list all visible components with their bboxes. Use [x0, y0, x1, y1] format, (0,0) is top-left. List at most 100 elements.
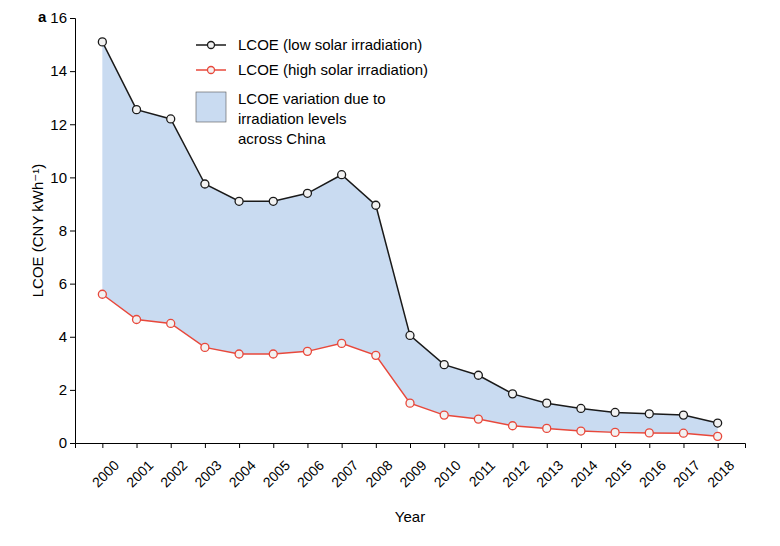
- series-marker: [235, 350, 243, 358]
- series-marker: [474, 371, 482, 379]
- x-tick-mark: [444, 443, 445, 448]
- series-marker: [372, 351, 380, 359]
- series-line: [102, 42, 717, 423]
- x-tick-label: 2008: [362, 457, 395, 490]
- x-tick-mark: [307, 443, 308, 448]
- series-marker: [577, 427, 585, 435]
- series-marker: [611, 428, 619, 436]
- x-tick-mark: [683, 443, 684, 448]
- x-tick-mark: [205, 443, 206, 448]
- y-tick-label: 16: [50, 9, 67, 26]
- y-tick-label: 0: [59, 434, 67, 451]
- series-marker: [577, 404, 585, 412]
- x-tick-mark: [102, 443, 103, 448]
- legend-label: LCOE (low solar irradiation): [238, 36, 422, 53]
- x-tick-label: 2007: [328, 457, 361, 490]
- y-axis-title: LCOE (CNY kWh⁻¹): [29, 164, 46, 297]
- x-tick-label: 2005: [260, 457, 293, 490]
- series-marker: [201, 180, 209, 188]
- legend-label: LCOE variation due to: [238, 90, 386, 107]
- x-tick: 2017: [670, 443, 703, 490]
- x-axis: 2000200120022003200420052006200720082009…: [76, 443, 746, 490]
- series-marker: [543, 424, 551, 432]
- x-tick: 2002: [157, 443, 190, 490]
- y-axis: 0246810121416: [50, 9, 75, 451]
- y-tick: 0: [59, 434, 75, 451]
- series-marker: [406, 399, 414, 407]
- series-marker: [269, 197, 277, 205]
- y-tick: 16: [50, 9, 75, 26]
- x-tick: 2015: [602, 443, 635, 490]
- x-tick: 2011: [466, 443, 499, 490]
- chart: 0246810121416200020012002200320042005200…: [0, 0, 780, 546]
- x-axis-line: [76, 444, 746, 449]
- x-tick-label: 2012: [499, 457, 532, 490]
- y-axis-line: [70, 19, 76, 444]
- y-tick-mark: [70, 177, 75, 178]
- legend-label: across China: [238, 130, 326, 147]
- y-tick-label: 14: [50, 62, 67, 79]
- series-marker: [338, 339, 346, 347]
- x-tick: 2016: [636, 443, 669, 490]
- series-marker: [645, 410, 653, 418]
- y-tick-mark: [70, 443, 75, 444]
- legend-label: irradiation levels: [238, 110, 346, 127]
- series-marker: [167, 115, 175, 123]
- variation-area: [102, 42, 717, 436]
- series-marker: [509, 422, 517, 430]
- x-tick: 2004: [225, 443, 258, 490]
- series-marker: [509, 390, 517, 398]
- legend-marker: [208, 67, 215, 74]
- x-tick: 2014: [567, 443, 600, 490]
- y-tick-label: 12: [50, 116, 67, 133]
- x-tick-label: 2002: [157, 457, 190, 490]
- legend-swatch: [196, 92, 226, 122]
- y-tick-mark: [70, 231, 75, 232]
- x-tick: 2018: [704, 443, 737, 490]
- legend-entry: LCOE (high solar irradiation): [196, 61, 428, 78]
- x-tick-label: 2016: [636, 457, 669, 490]
- x-tick-label: 2010: [431, 457, 464, 490]
- y-tick: 2: [59, 381, 75, 398]
- x-tick-label: 2014: [567, 457, 600, 490]
- series-marker: [235, 197, 243, 205]
- series-marker: [714, 419, 722, 427]
- legend-label: LCOE (high solar irradiation): [238, 61, 428, 78]
- y-tick-label: 4: [59, 328, 67, 345]
- series-marker: [98, 290, 106, 298]
- y-tick-mark: [70, 284, 75, 285]
- series-marker: [98, 38, 106, 46]
- x-tick-mark: [478, 443, 479, 448]
- x-tick-mark: [581, 443, 582, 448]
- x-tick: 2003: [191, 443, 224, 490]
- series-marker: [714, 432, 722, 440]
- series-marker: [440, 411, 448, 419]
- series-marker: [406, 331, 414, 339]
- x-tick: 2005: [260, 443, 293, 490]
- x-tick-mark: [513, 443, 514, 448]
- y-tick-mark: [70, 124, 75, 125]
- series-marker: [372, 201, 380, 209]
- x-tick-mark: [376, 443, 377, 448]
- x-tick: 2012: [499, 443, 532, 490]
- series-marker: [338, 171, 346, 179]
- x-tick: 2008: [362, 443, 395, 490]
- x-axis-title: Year: [395, 508, 425, 525]
- series-line: [102, 294, 717, 436]
- x-tick-label: 2001: [123, 457, 156, 490]
- x-tick-label: 2004: [225, 457, 258, 490]
- series-marker: [679, 429, 687, 437]
- x-tick: 2010: [431, 443, 464, 490]
- series-marker: [269, 350, 277, 358]
- x-tick-mark: [137, 443, 138, 448]
- series-marker: [645, 429, 653, 437]
- legend-entry: LCOE variation due to irradiation levels a…: [196, 90, 386, 147]
- y-tick-mark: [70, 390, 75, 391]
- y-tick: 12: [50, 116, 75, 133]
- series-marker: [167, 319, 175, 327]
- x-tick-label: 2003: [191, 457, 224, 490]
- panel-label: a: [38, 8, 47, 25]
- y-tick: 6: [59, 275, 75, 292]
- x-tick-mark: [649, 443, 650, 448]
- legend-marker: [208, 42, 215, 49]
